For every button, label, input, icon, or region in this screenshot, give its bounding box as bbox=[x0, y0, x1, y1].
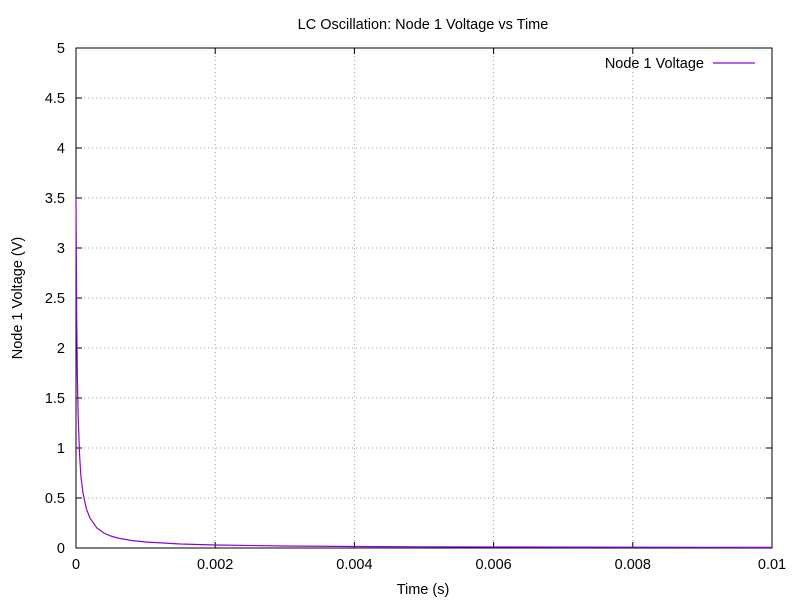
y-tick-label: 3 bbox=[57, 241, 65, 257]
x-tick-label: 0.008 bbox=[615, 557, 651, 573]
x-tick-label: 0 bbox=[72, 557, 80, 573]
y-tick-label: 4 bbox=[57, 141, 65, 157]
legend: Node 1 Voltage bbox=[605, 56, 755, 72]
legend-label: Node 1 Voltage bbox=[605, 56, 704, 72]
y-tick-label: 5 bbox=[57, 41, 65, 57]
y-tick-label: 4.5 bbox=[45, 91, 65, 107]
y-tick-label: 1 bbox=[57, 441, 65, 457]
series-layer bbox=[75, 197, 773, 549]
x-tick-label: 0.002 bbox=[197, 557, 233, 573]
y-axis-label: Node 1 Voltage (V) bbox=[10, 237, 26, 360]
y-tick-label: 2 bbox=[57, 341, 65, 357]
y-tick-label: 0.5 bbox=[45, 491, 65, 507]
x-tick-label: 0.004 bbox=[336, 557, 372, 573]
grid bbox=[76, 48, 772, 548]
series-line-0 bbox=[75, 197, 773, 549]
y-tick-label: 2.5 bbox=[45, 291, 65, 307]
y-tick-label: 0 bbox=[57, 541, 65, 557]
y-tick-label: 1.5 bbox=[45, 391, 65, 407]
x-tick-label: 0.01 bbox=[758, 557, 786, 573]
chart-title: LC Oscillation: Node 1 Voltage vs Time bbox=[298, 17, 549, 33]
axis-ticks: 0 0.002 0.004 0.006 0.008 0.01 0 0.5 1 1.5 2 2.5 3 3.… bbox=[45, 41, 786, 573]
x-axis-label: Time (s) bbox=[397, 582, 450, 598]
x-tick-label: 0.006 bbox=[475, 557, 511, 573]
y-tick-label: 3.5 bbox=[45, 191, 65, 207]
